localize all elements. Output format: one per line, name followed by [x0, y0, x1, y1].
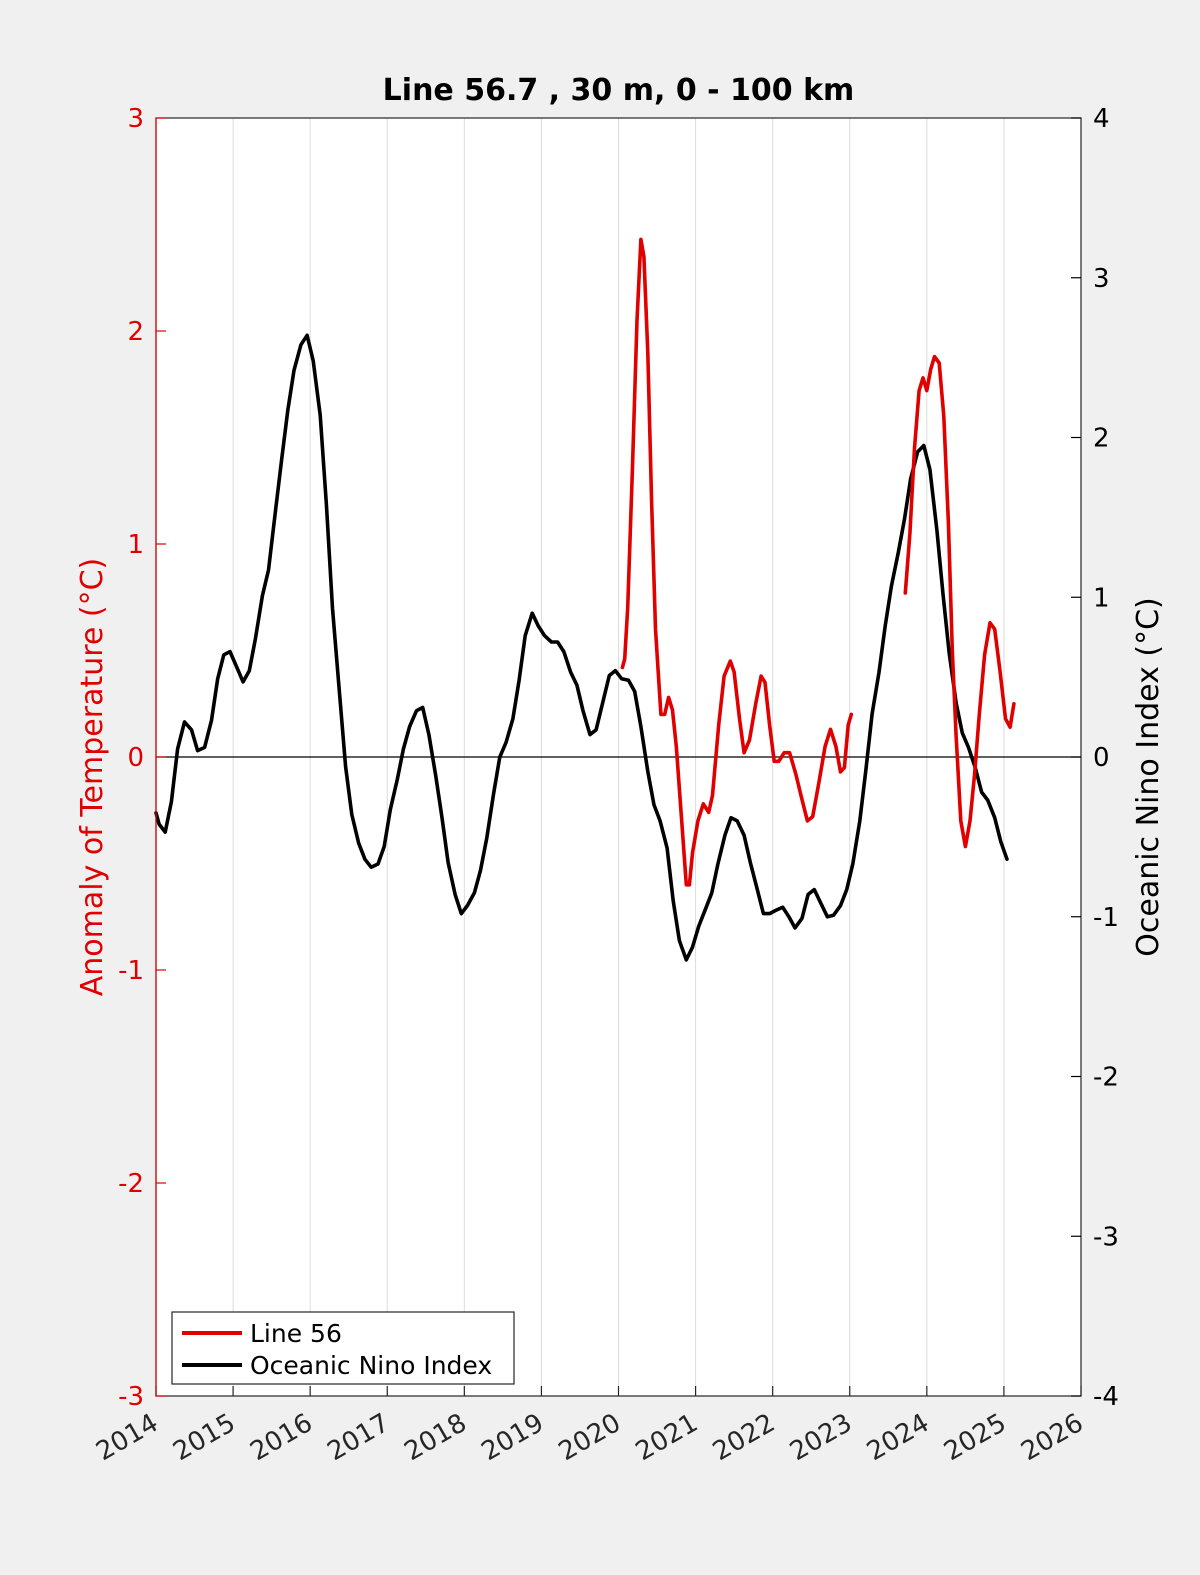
x-tick-label: 2020: [554, 1408, 626, 1467]
y-left-tick-label: -2: [118, 1169, 144, 1199]
x-tick-label: 2023: [785, 1408, 857, 1467]
legend-box: [171, 1311, 515, 1385]
x-tick-label: 2021: [631, 1408, 703, 1467]
y-right-tick-label: 3: [1093, 264, 1110, 294]
x-tick-label: 2014: [91, 1408, 163, 1467]
x-tick-label: 2026: [1016, 1408, 1088, 1467]
chart-title: Line 56.7 , 30 m, 0 - 100 km: [383, 73, 855, 108]
x-tick-label: 2018: [400, 1408, 472, 1467]
y-right-tick-label: 1: [1093, 583, 1110, 613]
y-right-tick-label: 2: [1093, 424, 1110, 454]
y-left-tick-label: 2: [127, 317, 144, 347]
x-tick-label: 2015: [168, 1408, 240, 1467]
x-tick-label: 2019: [477, 1408, 549, 1467]
series-line56-segment-0: [620, 237, 854, 887]
x-tick-label: 2024: [862, 1408, 934, 1467]
y-right-tick-label: -3: [1093, 1222, 1119, 1252]
y-right-tick-label: -2: [1093, 1063, 1119, 1093]
y-axis-right-label: Oceanic Nino Index (°C): [1131, 597, 1166, 957]
legend-label-line56: Line 56: [250, 1319, 342, 1348]
series-oni-segment-0: [154, 333, 1009, 962]
y-right-tick-label: 4: [1093, 104, 1110, 134]
legend-label-oni: Oceanic Nino Index: [250, 1351, 492, 1380]
y-left-tick-label: -3: [118, 1382, 144, 1412]
x-tick-label: 2025: [939, 1408, 1011, 1467]
y-right-tick-label: -1: [1093, 903, 1119, 933]
series-layer: [154, 237, 1016, 962]
x-tick-label: 2022: [708, 1408, 780, 1467]
y-right-tick-label: 0: [1093, 743, 1110, 773]
y-left-tick-label: -1: [118, 956, 144, 986]
y-left-tick-label: 0: [127, 743, 144, 773]
series-line56-segment-1: [903, 354, 1016, 849]
y-left-tick-label: 3: [127, 104, 144, 134]
x-tick-label: 2017: [322, 1408, 394, 1467]
x-tick-label: 2016: [245, 1408, 317, 1467]
y-right-tick-label: -4: [1093, 1382, 1119, 1412]
legend: Line 56 Oceanic Nino Index: [171, 1311, 515, 1385]
y-axis-left-label: Anomaly of Temperature (°C): [75, 558, 110, 997]
y-left-tick-label: 1: [127, 530, 144, 560]
